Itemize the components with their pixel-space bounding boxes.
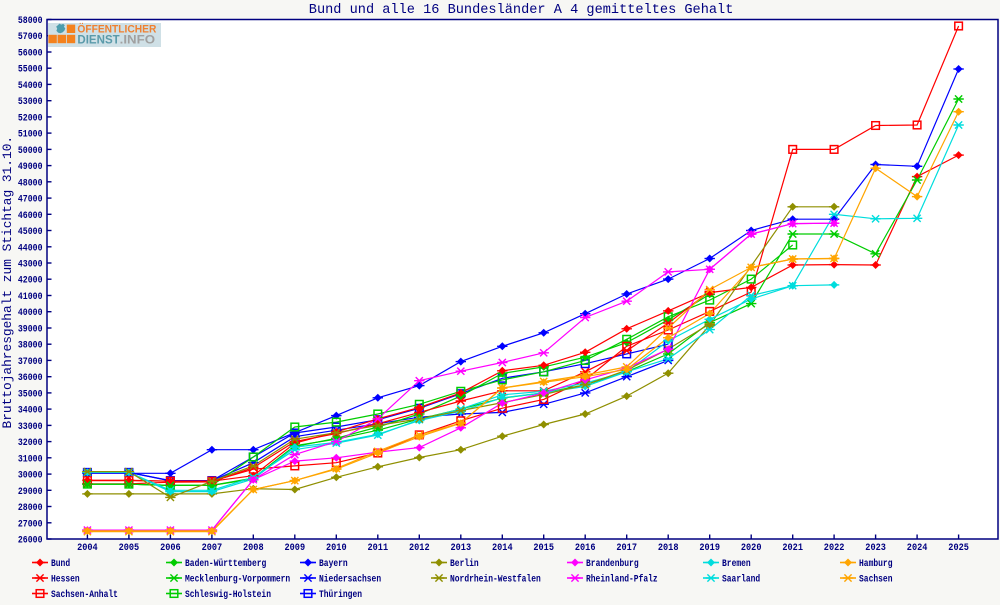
svg-text:47000: 47000 <box>18 195 43 206</box>
svg-text:38000: 38000 <box>18 341 43 352</box>
svg-text:26000: 26000 <box>18 536 43 547</box>
svg-text:57000: 57000 <box>18 32 43 43</box>
svg-text:2006: 2006 <box>160 543 181 554</box>
svg-text:50000: 50000 <box>18 146 43 157</box>
svg-text:2025: 2025 <box>948 543 969 554</box>
svg-text:36000: 36000 <box>18 373 43 384</box>
svg-text:2018: 2018 <box>658 543 679 554</box>
svg-text:31000: 31000 <box>18 454 43 465</box>
svg-text:2005: 2005 <box>119 543 140 554</box>
svg-text:56000: 56000 <box>18 49 43 60</box>
svg-text:2019: 2019 <box>699 543 720 554</box>
svg-text:49000: 49000 <box>18 162 43 173</box>
svg-text:DIENST: DIENST <box>77 32 120 46</box>
svg-text:Schleswig-Holstein: Schleswig-Holstein <box>185 589 271 600</box>
svg-text:2013: 2013 <box>451 543 472 554</box>
svg-text:2016: 2016 <box>575 543 596 554</box>
svg-text:39000: 39000 <box>18 325 43 336</box>
svg-text:43000: 43000 <box>18 260 43 271</box>
svg-text:Bremen: Bremen <box>722 559 751 570</box>
svg-text:2022: 2022 <box>824 543 845 554</box>
svg-text:2011: 2011 <box>368 543 389 554</box>
svg-text:Mecklenburg-Vorpommern: Mecklenburg-Vorpommern <box>185 574 290 586</box>
svg-text:28000: 28000 <box>18 503 43 514</box>
svg-text:37000: 37000 <box>18 357 43 368</box>
svg-text:ÖFFENTLICHER: ÖFFENTLICHER <box>77 23 156 36</box>
svg-text:2023: 2023 <box>865 543 886 554</box>
svg-text:53000: 53000 <box>18 97 43 108</box>
svg-text:2017: 2017 <box>616 543 637 554</box>
svg-text:48000: 48000 <box>18 178 43 189</box>
svg-text:Hamburg: Hamburg <box>859 558 893 570</box>
svg-text:30000: 30000 <box>18 471 43 482</box>
svg-text:2021: 2021 <box>782 543 803 554</box>
svg-text:46000: 46000 <box>18 211 43 222</box>
svg-text:44000: 44000 <box>18 243 43 254</box>
svg-text:29000: 29000 <box>18 487 43 498</box>
svg-text:2020: 2020 <box>741 543 762 554</box>
svg-text:35000: 35000 <box>18 389 43 400</box>
svg-text:45000: 45000 <box>18 227 43 238</box>
svg-text:52000: 52000 <box>18 113 43 124</box>
svg-text:Berlin: Berlin <box>450 558 479 570</box>
svg-text:Baden-Württemberg: Baden-Württemberg <box>185 558 266 570</box>
svg-text:58000: 58000 <box>18 16 43 27</box>
svg-text:2024: 2024 <box>907 543 928 554</box>
svg-text:2015: 2015 <box>533 543 554 554</box>
svg-text:27000: 27000 <box>18 519 43 530</box>
svg-text:51000: 51000 <box>18 130 43 141</box>
svg-text:55000: 55000 <box>18 65 43 76</box>
svg-text:Bund: Bund <box>51 558 70 570</box>
svg-text:.INFO: .INFO <box>120 32 155 46</box>
svg-text:2009: 2009 <box>285 543 306 554</box>
svg-text:32000: 32000 <box>18 438 43 449</box>
svg-text:33000: 33000 <box>18 422 43 433</box>
svg-text:Bruttojahresgehalt zum Stichta: Bruttojahresgehalt zum Stichtag 31.10. <box>1 136 15 429</box>
svg-text:2007: 2007 <box>202 543 223 554</box>
svg-text:Bund und alle 16 Bundesländer: Bund und alle 16 Bundesländer A 4 gemitt… <box>309 3 734 18</box>
svg-text:Sachsen: Sachsen <box>859 574 893 586</box>
svg-text:40000: 40000 <box>18 308 43 319</box>
svg-text:2004: 2004 <box>77 543 98 554</box>
svg-text:Thüringen: Thüringen <box>319 589 362 600</box>
svg-text:Brandenburg: Brandenburg <box>586 558 639 570</box>
svg-text:2008: 2008 <box>243 543 264 554</box>
svg-text:Nordrhein-Westfalen: Nordrhein-Westfalen <box>450 574 541 586</box>
svg-text:Bayern: Bayern <box>319 559 348 570</box>
svg-text:Hessen: Hessen <box>51 575 80 586</box>
svg-text:41000: 41000 <box>18 292 43 303</box>
svg-text:2012: 2012 <box>409 543 430 554</box>
svg-text:Sachsen-Anhalt: Sachsen-Anhalt <box>51 589 118 600</box>
svg-text:Saarland: Saarland <box>722 574 760 586</box>
svg-text:34000: 34000 <box>18 406 43 417</box>
svg-text:54000: 54000 <box>18 81 43 92</box>
svg-text:2014: 2014 <box>492 543 513 554</box>
svg-text:Rheinland-Pfalz: Rheinland-Pfalz <box>586 574 658 586</box>
svg-text:Niedersachsen: Niedersachsen <box>319 574 381 586</box>
svg-text:42000: 42000 <box>18 276 43 287</box>
svg-text:2010: 2010 <box>326 543 347 554</box>
